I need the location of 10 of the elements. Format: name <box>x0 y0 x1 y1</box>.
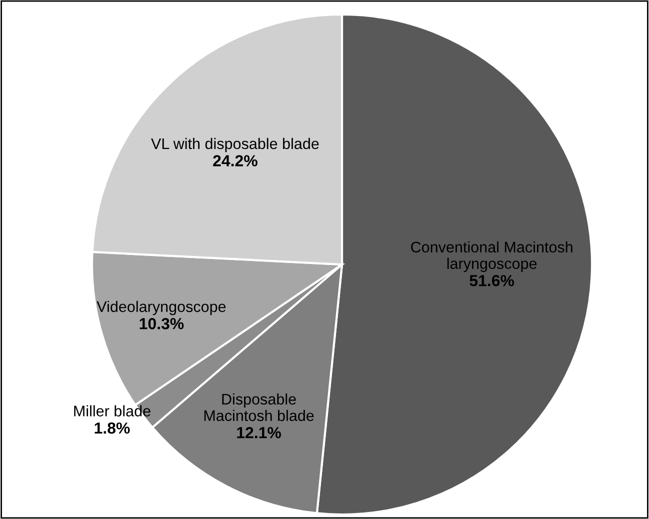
data-label: 24.2% <box>213 155 258 166</box>
slice-label: VL with disposable blade <box>151 138 319 152</box>
data-label: 12.1% <box>237 427 281 438</box>
slice-label: Videolaryngoscope <box>96 300 226 316</box>
data-label: 10.3% <box>140 318 184 330</box>
slice-label: Disposable Macintosh blade <box>204 393 314 422</box>
slice-label: Miller blade <box>74 405 150 416</box>
data-label: 1.8% <box>94 422 130 434</box>
data-label: 51.6% <box>470 274 514 286</box>
slice-label: Conventional Macintosh laryngoscope <box>411 241 572 272</box>
